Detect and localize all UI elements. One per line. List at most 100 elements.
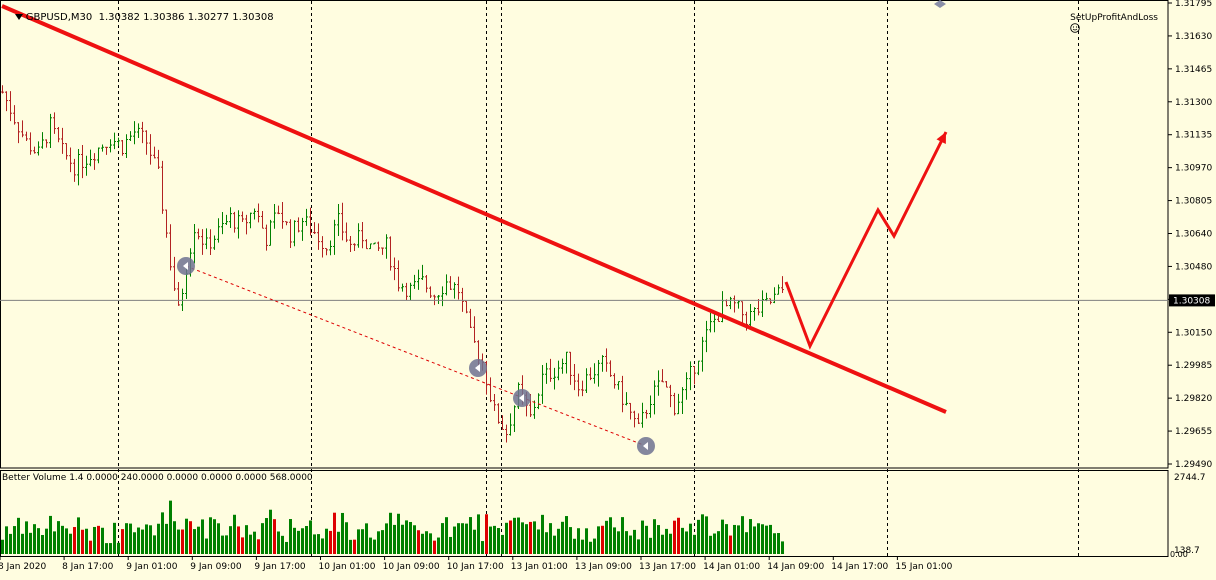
symbol-name: GBPUSD,M30 [25,12,93,23]
volume-bar [149,525,152,554]
indicator-value-2: 240.0000 [120,473,164,483]
volume-bar [701,514,704,554]
volume-bar [609,517,612,554]
smiley-icon[interactable] [1070,23,1080,33]
volume-bar [53,531,56,554]
volume-bar [689,523,692,554]
volume-bar [257,539,260,554]
volume-bar [337,531,340,554]
descending-trendline[interactable] [1,4,947,414]
volume-bar [129,523,132,554]
volume-bar [545,532,548,554]
volume-bar [629,535,632,554]
volume-bar [477,514,480,554]
volume-bar [201,519,204,554]
volume-bar [585,528,588,554]
volume-bar [737,525,740,554]
volume-bar [205,538,208,554]
volume-bar [157,523,160,554]
volume-bar [361,529,364,554]
volume-bar [553,535,556,554]
volume-bar [261,523,264,554]
volume-bar [649,537,652,554]
volume-bar [153,535,156,554]
volume-bar [781,541,784,554]
volume-bar [517,517,520,554]
time-label: 14 Jan 01:00 [703,562,760,572]
price-tick-label: 1.30640 [1175,230,1212,240]
volume-bar [577,528,580,554]
support-dashed-line[interactable] [185,265,647,447]
volume-bar [221,535,224,554]
volume-bar [5,526,8,554]
volume-bar [25,521,28,554]
volume-bar [641,520,644,554]
indicator-name: Better Volume 1.4 [2,473,84,483]
volume-bar [721,519,724,554]
indicator-value-3: 0.0000 [166,473,199,483]
volume-bar [237,526,240,554]
indicator-value-5: 0.0000 [235,473,267,483]
volume-bar [241,537,244,554]
volume-bar [81,529,84,554]
volume-bar [681,527,684,554]
volume-bar [441,523,444,554]
forecast-path[interactable] [784,131,948,350]
volume-bar [729,535,732,554]
volume-bar [753,526,756,554]
volume-bar [289,519,292,554]
volume-bar [709,535,712,554]
volume-bar [269,509,272,554]
volume-bar [93,526,96,554]
volume-bar [549,523,552,554]
time-label: 10 Jan 01:00 [319,562,376,572]
volume-bar [285,541,288,554]
volume-bar [317,534,320,554]
volume-bar [533,521,536,554]
volume-bar [213,519,216,554]
price-tick-label: 1.31300 [1175,98,1212,108]
volume-bar [233,514,236,554]
volume-bar [557,528,560,554]
price-tick-label: 1.29820 [1175,394,1212,404]
volume-bar [313,534,316,554]
volume-bar [625,531,628,554]
ea-name: SetUpProfitAndLoss [1070,13,1158,23]
volume-bar [573,538,576,554]
volume-bar [389,512,392,554]
volume-bar [45,528,48,554]
volume-bar [633,529,636,554]
volume-bar [369,537,372,554]
volume-bar [493,525,496,554]
volume-bar [137,527,140,554]
price-tick-label: 1.29655 [1175,427,1212,437]
volume-pane-frame [0,470,1169,557]
volume-bar [453,526,456,554]
volume-bar [181,529,184,554]
volume-bar [657,525,660,554]
volume-bar [301,528,304,554]
volume-bar [109,543,112,554]
close-price: 1.30308 [232,12,274,23]
diamond-marker-icon[interactable] [934,0,946,8]
volume-bar [189,521,192,554]
volume-bar [733,524,736,554]
volume-bar [217,523,220,554]
volume-bar [273,519,276,554]
volume-bar [405,520,408,554]
time-label: 10 Jan 09:00 [383,562,440,572]
volume-bar [525,524,528,554]
price-tick-label: 1.30970 [1175,164,1212,174]
collapse-triangle-icon[interactable] [14,14,23,20]
volume-bar [469,517,472,554]
volume-bar [1,539,4,554]
volume-bar [29,532,32,554]
volume-bar [133,532,136,554]
volume-bar [581,539,584,554]
volume-bar [749,519,752,554]
volume-bar [513,517,516,554]
volume-bar [593,538,596,554]
volume-bar [345,522,348,554]
